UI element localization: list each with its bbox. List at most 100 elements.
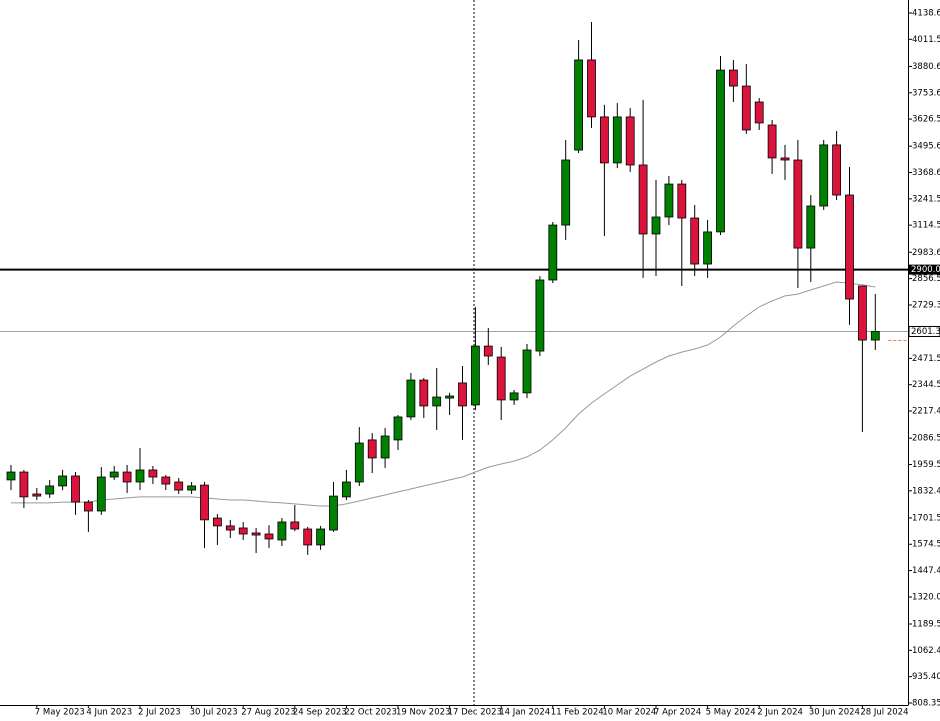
candle-body bbox=[638, 164, 648, 235]
price-label-box bbox=[908, 325, 940, 337]
candle-body bbox=[264, 533, 274, 540]
y-tick-label: 2856.55 bbox=[912, 274, 940, 284]
moving-average bbox=[11, 281, 876, 507]
candle-body bbox=[122, 471, 132, 483]
x-tick-label: 27 Aug 2023 bbox=[241, 708, 295, 718]
y-tick-label: 1701.55 bbox=[912, 513, 940, 523]
candle-body bbox=[858, 285, 867, 341]
candle-body bbox=[651, 216, 661, 235]
candle-body bbox=[212, 517, 222, 527]
x-tick-label: 7 May 2023 bbox=[35, 708, 85, 718]
candle-body bbox=[161, 476, 171, 485]
candle-body bbox=[354, 442, 364, 483]
x-tick-label: 19 Nov 2023 bbox=[396, 708, 450, 718]
candle-body bbox=[251, 532, 261, 536]
candle-body bbox=[6, 471, 16, 481]
y-tick-label: 808.35 bbox=[912, 698, 940, 708]
candle-body bbox=[535, 279, 545, 352]
candle-body bbox=[419, 379, 429, 407]
candle-body bbox=[58, 475, 67, 487]
candle-body bbox=[612, 116, 622, 164]
candle-body bbox=[187, 485, 197, 491]
x-tick-label: 7 Apr 2024 bbox=[654, 708, 701, 718]
y-tick-label: 2086.55 bbox=[912, 434, 940, 444]
candle-body bbox=[600, 116, 609, 164]
candle-body bbox=[45, 485, 55, 495]
y-tick-label: 3368.60 bbox=[912, 168, 940, 178]
x-tick-label: 14 Jan 2024 bbox=[499, 708, 550, 718]
y-tick-label: 4138.60 bbox=[912, 8, 940, 18]
candle-body bbox=[496, 356, 506, 401]
candle-body bbox=[174, 481, 184, 491]
x-tick-label: 5 May 2024 bbox=[706, 708, 756, 718]
y-tick-label: 3880.60 bbox=[912, 62, 940, 72]
candle-body bbox=[71, 475, 80, 503]
x-tick-label: 11 Feb 2024 bbox=[551, 708, 604, 718]
candle-body bbox=[870, 331, 880, 341]
candle-body bbox=[522, 349, 532, 394]
candle-body bbox=[329, 495, 338, 531]
y-tick-label: 3626.55 bbox=[912, 115, 940, 125]
x-tick-label: 2 Jun 2024 bbox=[757, 708, 803, 718]
candle-body bbox=[832, 144, 841, 196]
candle-body bbox=[574, 59, 583, 151]
candle-body bbox=[806, 205, 816, 249]
y-tick-label: 1189.50 bbox=[912, 620, 940, 630]
candle-body bbox=[380, 435, 390, 459]
y-tick-label: 1062.45 bbox=[912, 646, 940, 656]
candle-body bbox=[84, 501, 93, 512]
candle-body bbox=[664, 183, 674, 218]
candle-body bbox=[548, 224, 558, 281]
y-tick-label: 3114.55 bbox=[912, 221, 940, 231]
x-tick-label: 28 Jul 2024 bbox=[860, 708, 908, 718]
y-tick-label: 1574.50 bbox=[912, 540, 940, 550]
candle-body bbox=[690, 217, 700, 265]
candle-body bbox=[32, 493, 42, 497]
y-tick-label: 4011.55 bbox=[912, 35, 940, 45]
x-tick-label: 24 Sep 2023 bbox=[293, 708, 347, 718]
candle-body bbox=[432, 396, 442, 407]
y-tick-label: 2471.55 bbox=[912, 354, 940, 364]
candle-body bbox=[367, 439, 377, 459]
candle-body bbox=[677, 183, 687, 219]
candle-body bbox=[625, 116, 635, 166]
candle-body bbox=[793, 159, 803, 249]
candle-body bbox=[109, 471, 119, 478]
y-tick-label: 2729.30 bbox=[912, 300, 940, 310]
candle-body bbox=[741, 85, 751, 131]
level-label: 2900.00 bbox=[911, 265, 940, 275]
candle-body bbox=[445, 395, 455, 399]
candle-body bbox=[303, 528, 313, 546]
x-tick-label: 17 Dec 2023 bbox=[448, 708, 502, 718]
level-label-box bbox=[909, 264, 940, 275]
y-tick-label: 2983.60 bbox=[912, 248, 940, 258]
candle-body bbox=[148, 469, 158, 478]
candle-body bbox=[96, 476, 106, 512]
candle-body bbox=[470, 345, 480, 406]
candle-body bbox=[290, 521, 300, 530]
candle-body bbox=[716, 69, 725, 233]
y-tick-label: 1320.00 bbox=[912, 592, 940, 602]
candle-body bbox=[561, 159, 571, 226]
x-tick-label: 30 Jun 2024 bbox=[809, 708, 860, 718]
x-tick-label: 4 Jun 2023 bbox=[86, 708, 132, 718]
candle-body bbox=[200, 484, 209, 521]
candle-body bbox=[587, 59, 596, 118]
candle-body bbox=[277, 521, 287, 541]
y-tick-label: 2217.45 bbox=[912, 407, 940, 417]
y-tick-label: 2344.50 bbox=[912, 380, 940, 390]
candle-body bbox=[703, 231, 712, 265]
candle-body bbox=[767, 124, 777, 159]
candle-body bbox=[458, 382, 467, 407]
y-tick-label: 935.40 bbox=[912, 672, 940, 682]
candle-body bbox=[819, 144, 829, 207]
candle-body bbox=[845, 194, 854, 300]
price-label: 2601.39 bbox=[911, 327, 940, 337]
candle-body bbox=[238, 527, 248, 535]
candle-body bbox=[780, 157, 790, 161]
y-tick-label: 3753.60 bbox=[912, 88, 940, 98]
x-tick-label: 30 Jul 2023 bbox=[190, 708, 238, 718]
candle-body bbox=[406, 379, 416, 418]
